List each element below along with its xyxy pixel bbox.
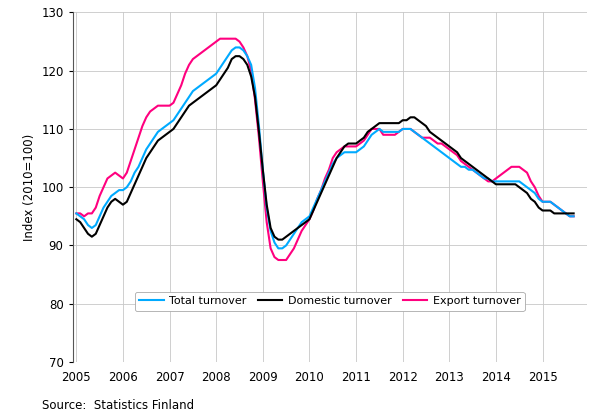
Domestic turnover xyxy=(96,223,103,228)
Domestic turnover xyxy=(341,144,348,149)
Export turnover xyxy=(515,164,523,169)
Export turnover xyxy=(275,258,282,262)
Export turnover xyxy=(570,214,577,219)
Total turnover xyxy=(275,246,282,251)
Export turnover xyxy=(96,193,103,198)
Total turnover xyxy=(209,74,216,79)
Domestic turnover xyxy=(209,86,216,91)
Export turnover xyxy=(341,144,348,149)
Export turnover xyxy=(209,42,216,47)
Total turnover xyxy=(376,126,383,131)
Total turnover xyxy=(341,150,348,155)
Total turnover xyxy=(515,179,523,184)
Line: Domestic turnover: Domestic turnover xyxy=(76,56,574,240)
Domestic turnover xyxy=(570,211,577,216)
Total turnover xyxy=(473,170,480,175)
Line: Total turnover: Total turnover xyxy=(76,47,574,248)
Domestic turnover xyxy=(232,54,239,59)
Domestic turnover xyxy=(515,185,523,190)
Y-axis label: Index (2010=100): Index (2010=100) xyxy=(22,134,36,241)
Domestic turnover xyxy=(376,121,383,126)
Total turnover xyxy=(232,45,239,50)
Text: Source:  Statistics Finland: Source: Statistics Finland xyxy=(42,399,194,412)
Export turnover xyxy=(473,170,480,175)
Line: Export turnover: Export turnover xyxy=(76,39,574,260)
Total turnover xyxy=(96,214,103,219)
Export turnover xyxy=(376,126,383,131)
Total turnover xyxy=(73,211,80,216)
Legend: Total turnover, Domestic turnover, Export turnover: Total turnover, Domestic turnover, Expor… xyxy=(135,292,525,311)
Domestic turnover xyxy=(73,217,80,222)
Domestic turnover xyxy=(473,167,480,172)
Export turnover xyxy=(217,36,224,41)
Export turnover xyxy=(73,211,80,216)
Total turnover xyxy=(570,214,577,219)
Domestic turnover xyxy=(275,237,282,242)
